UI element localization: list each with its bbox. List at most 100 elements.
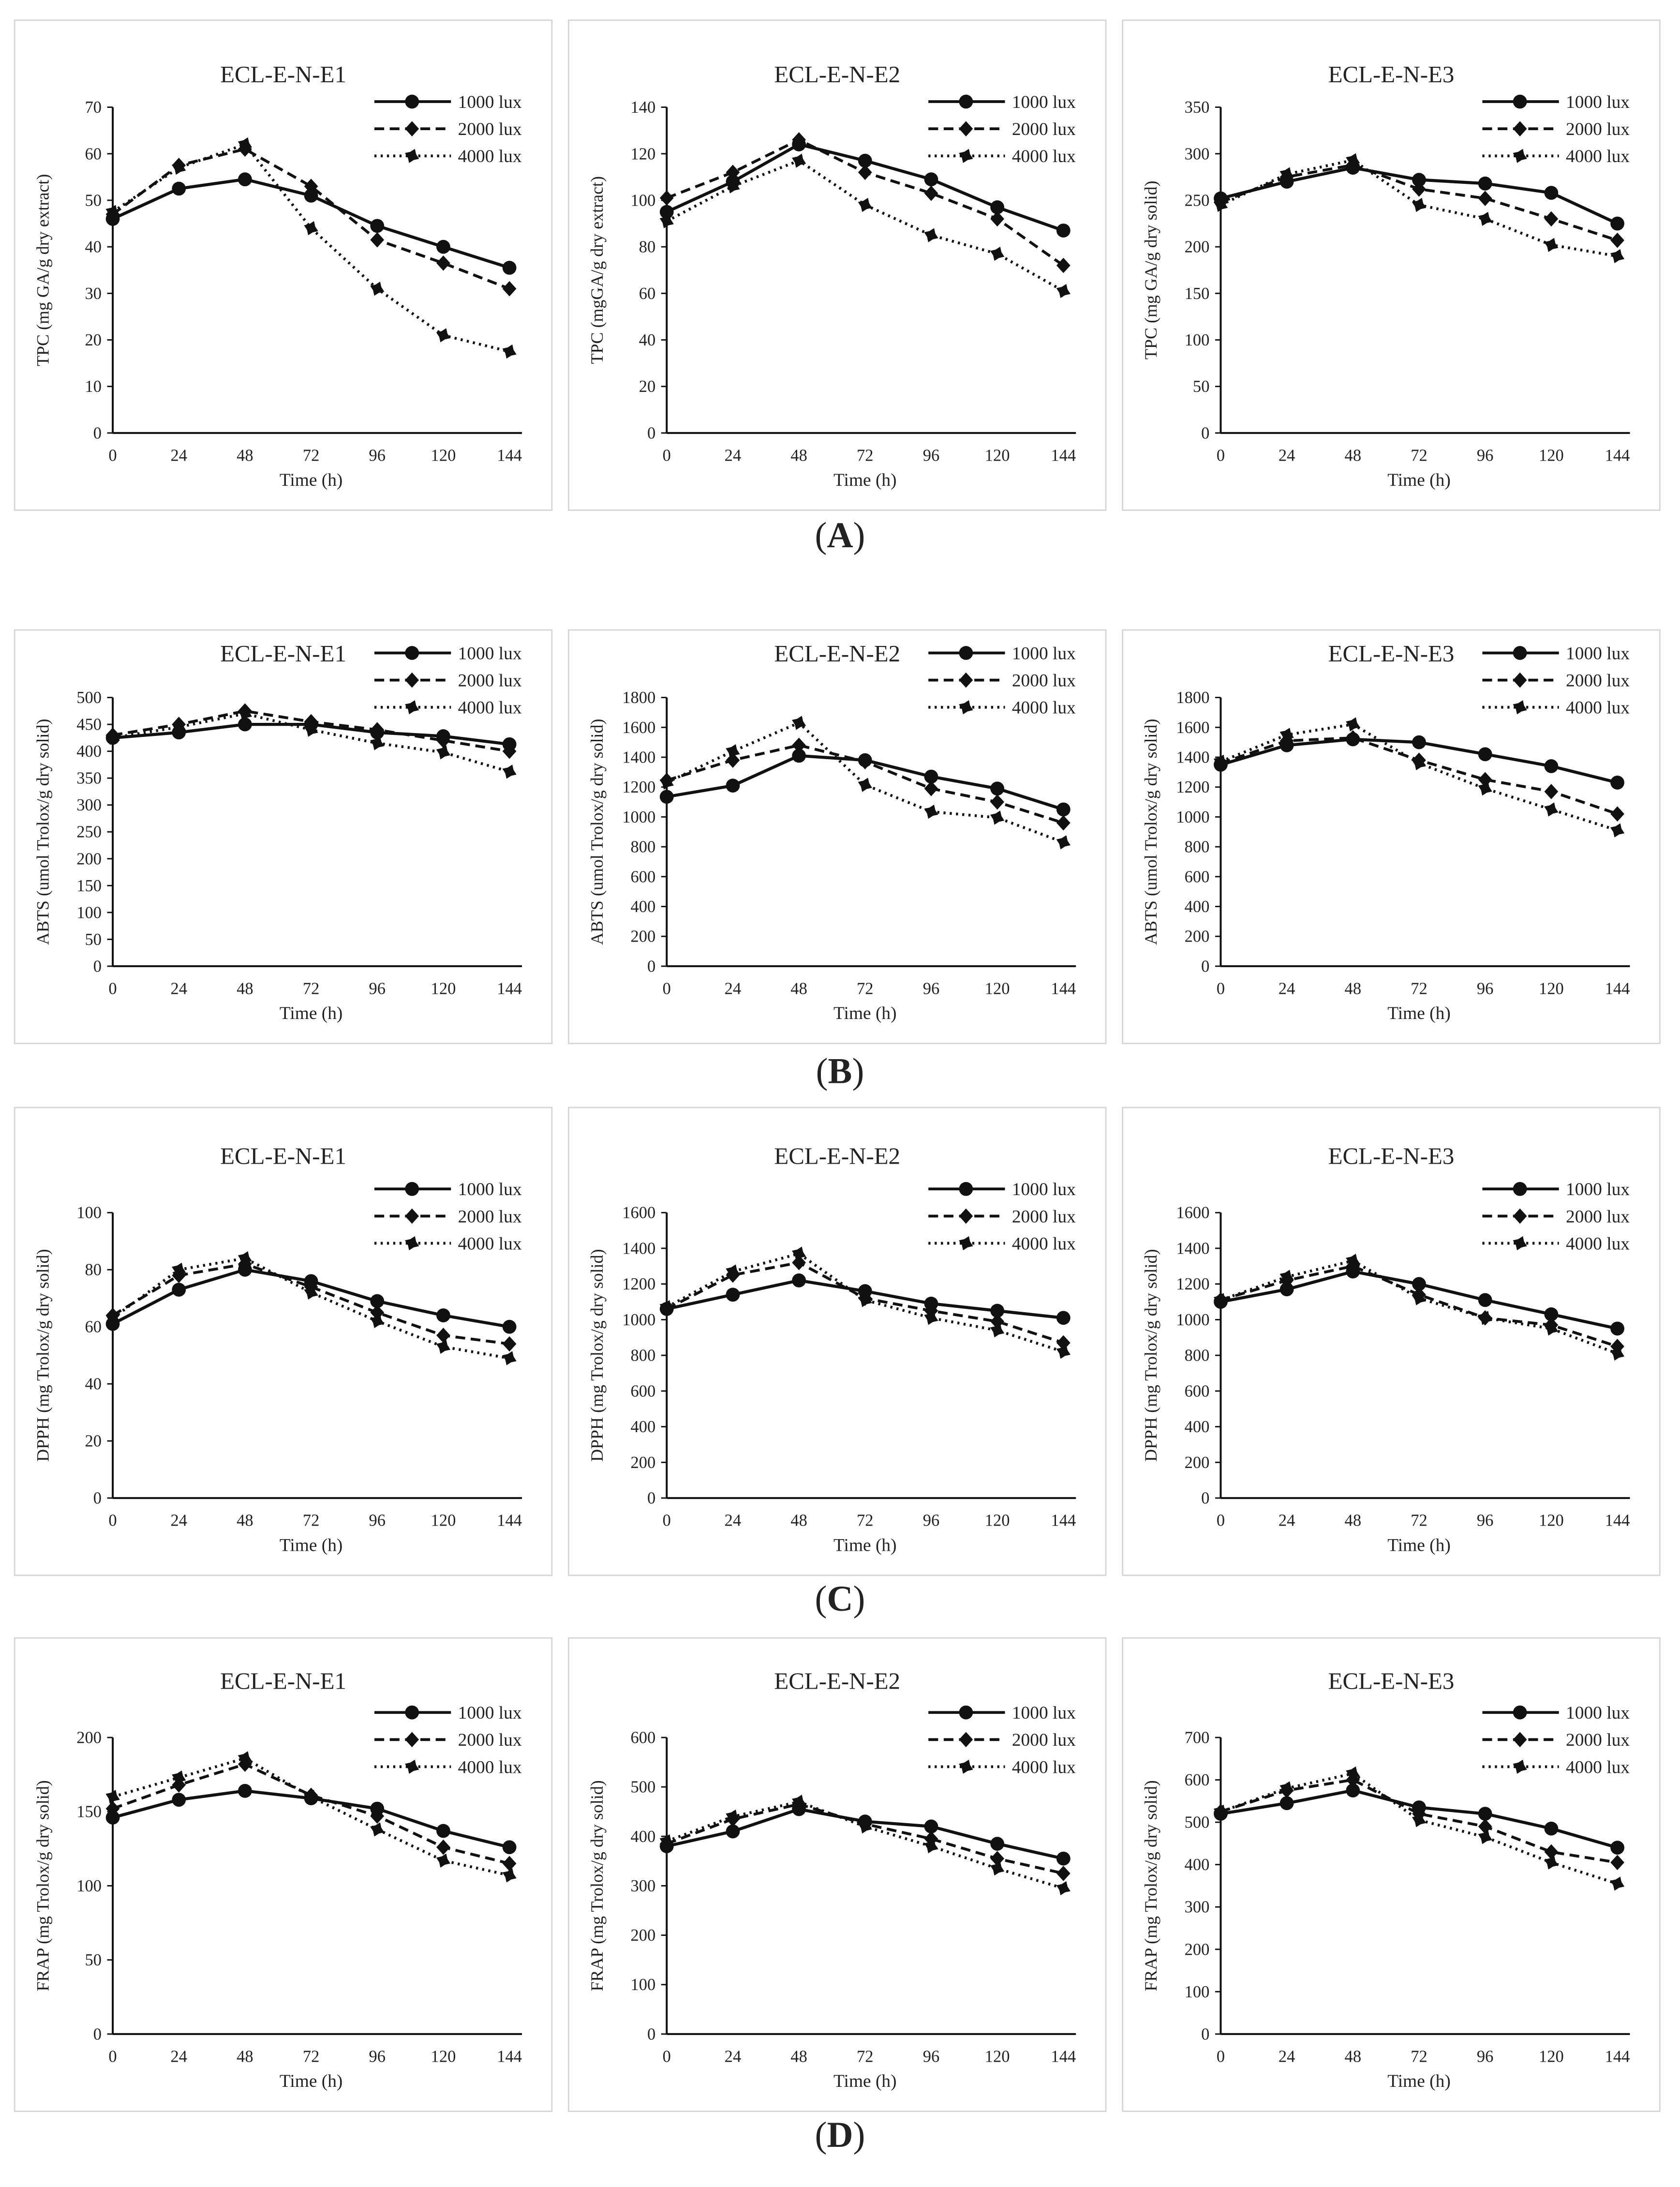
x-tick-label: 48 xyxy=(1345,1512,1362,1530)
x-tick-label: 24 xyxy=(1279,446,1295,464)
data-point xyxy=(436,1824,450,1838)
legend-label: 1000 lux xyxy=(1012,644,1076,663)
data-point xyxy=(172,1777,186,1793)
data-point xyxy=(1478,191,1492,206)
y-tick-label: 400 xyxy=(630,1827,655,1846)
data-point xyxy=(1056,802,1070,817)
y-tick-label: 300 xyxy=(630,1877,655,1895)
x-tick-label: 96 xyxy=(1477,979,1494,998)
legend-marker xyxy=(1513,94,1527,109)
legend-label: 4000 lux xyxy=(458,1234,522,1254)
panel-letter: A xyxy=(827,515,853,556)
data-point xyxy=(238,1751,253,1766)
x-tick-label: 48 xyxy=(1345,2047,1362,2066)
chart-title: ECL-E-N-E1 xyxy=(220,61,346,88)
data-point xyxy=(990,1323,1005,1338)
x-tick-label: 0 xyxy=(663,2047,671,2066)
x-tick-label: 24 xyxy=(725,2047,742,2066)
series-line xyxy=(112,1763,510,1865)
y-tick-label: 0 xyxy=(647,424,655,442)
x-tick-label: 24 xyxy=(170,1512,187,1530)
y-axis-label: DPPH (mg Trolox/g dry solid) xyxy=(587,1249,607,1462)
data-point xyxy=(502,281,517,297)
legend-marker xyxy=(405,646,419,660)
x-axis-label: Time (h) xyxy=(1387,1004,1451,1023)
y-tick-label: 50 xyxy=(85,1951,102,1969)
data-point xyxy=(924,228,938,242)
data-point xyxy=(304,179,318,194)
data-point xyxy=(436,1853,451,1868)
legend-label: 4000 lux xyxy=(1012,698,1076,718)
data-point xyxy=(1544,759,1559,773)
series-4000-lux xyxy=(105,137,517,359)
x-tick-label: 144 xyxy=(497,1512,522,1530)
data-point xyxy=(659,205,674,219)
chart-title: ECL-E-N-E3 xyxy=(1328,61,1455,88)
chart-panel-d-2: ECL-E-N-E2 0 100 200 300 400 500 600 0 24 48 72 96 12… xyxy=(567,1637,1107,2112)
paren: ) xyxy=(853,2114,865,2156)
y-tick-label: 1800 xyxy=(622,689,655,707)
chart-svg: ECL-E-N-E1 0 20 40 60 80 100 0 24 48 72 96 120 144 Tim… xyxy=(33,1143,522,1555)
legend-marker xyxy=(959,1236,973,1251)
x-tick-label: 24 xyxy=(725,1512,742,1530)
data-point xyxy=(792,1795,806,1809)
chart-svg: ECL-E-N-E1 0 10 20 30 40 50 60 70 0 24 48 72 96 120 144… xyxy=(33,61,522,490)
legend-label: 1000 lux xyxy=(1012,1703,1076,1723)
series-4000-lux xyxy=(105,1251,517,1365)
y-tick-label: 60 xyxy=(85,145,102,163)
y-tick-label: 600 xyxy=(1185,868,1210,886)
data-point xyxy=(659,1300,674,1315)
data-point xyxy=(1056,1335,1070,1351)
data-point xyxy=(370,1314,385,1328)
data-point xyxy=(1056,1311,1070,1325)
x-tick-label: 72 xyxy=(857,979,874,998)
y-tick-label: 0 xyxy=(93,957,102,975)
y-tick-label: 500 xyxy=(630,1778,655,1797)
data-point xyxy=(1610,1338,1624,1354)
chart-svg: ECL-E-N-E2 0 200 400 600 800 1000 1200 1400 1600 0… xyxy=(587,1143,1076,1555)
x-tick-label: 0 xyxy=(1217,979,1225,998)
x-tick-label: 72 xyxy=(857,1512,874,1530)
y-tick-label: 800 xyxy=(1185,1347,1210,1365)
legend-marker xyxy=(1513,1236,1527,1251)
data-point xyxy=(726,779,740,793)
data-point xyxy=(172,1770,186,1785)
y-tick-label: 1400 xyxy=(622,748,655,766)
data-point xyxy=(1412,1291,1427,1305)
y-axis-label: TPC (mg GA/g dry extract) xyxy=(33,174,53,366)
legend-marker xyxy=(1513,700,1527,715)
legend-label: 1000 lux xyxy=(1012,92,1076,112)
y-tick-label: 0 xyxy=(93,424,102,442)
x-tick-label: 144 xyxy=(1605,1512,1630,1530)
y-tick-label: 0 xyxy=(93,2025,102,2043)
series-line xyxy=(112,1756,510,1877)
data-point xyxy=(1544,1307,1559,1321)
data-point xyxy=(990,200,1005,214)
data-point xyxy=(726,1809,740,1824)
y-tick-label: 200 xyxy=(630,1926,655,1945)
y-tick-label: 50 xyxy=(85,191,102,210)
data-point xyxy=(1346,153,1360,167)
data-point xyxy=(1544,211,1559,227)
legend-marker xyxy=(959,1705,973,1720)
data-point xyxy=(304,221,318,236)
x-tick-label: 72 xyxy=(857,446,874,464)
x-axis-label: Time (h) xyxy=(833,1535,897,1555)
chart-title: ECL-E-N-E3 xyxy=(1328,1667,1455,1694)
x-tick-label: 144 xyxy=(1605,446,1630,464)
data-point xyxy=(502,764,517,779)
data-point xyxy=(792,153,806,168)
data-point xyxy=(1279,1282,1294,1297)
y-tick-label: 800 xyxy=(630,838,655,856)
legend-marker xyxy=(405,672,419,688)
data-point xyxy=(1610,249,1625,263)
legend-label: 1000 lux xyxy=(1566,1703,1630,1723)
legend-label: 4000 lux xyxy=(1566,1757,1630,1777)
chart-title: ECL-E-N-E1 xyxy=(220,1143,346,1169)
y-tick-label: 70 xyxy=(85,98,102,117)
x-tick-label: 144 xyxy=(497,979,522,998)
x-axis-label: Time (h) xyxy=(833,1004,897,1023)
legend-label: 2000 lux xyxy=(1566,671,1630,691)
data-point xyxy=(370,1822,385,1837)
data-point xyxy=(1412,1813,1427,1827)
